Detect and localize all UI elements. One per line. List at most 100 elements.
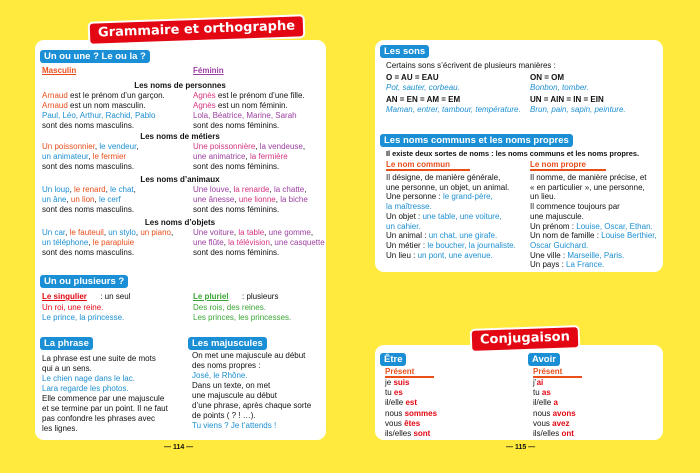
label-note: : plusieurs xyxy=(242,292,279,301)
text-run: Un poissonnier xyxy=(42,142,95,151)
text-run: la vendeuse xyxy=(259,142,303,151)
text-run: êtes xyxy=(404,418,421,428)
text-line: pas confondre les phrases avec xyxy=(42,414,155,423)
text-run: un téléphone xyxy=(42,238,89,247)
text-run: Arnaud xyxy=(42,101,68,110)
verb-heading: Avoir xyxy=(528,353,560,366)
text-line: Lola, Béatrice, Marine, Sarah xyxy=(193,111,297,121)
text-line: Une ville : Marseille, Paris. xyxy=(530,251,624,261)
text-line: Un pays : La France. xyxy=(530,260,604,270)
text-run: , xyxy=(269,238,275,247)
example: Pot, sauter, corbeau. xyxy=(386,83,460,92)
text-run: un animateur xyxy=(42,152,89,161)
text-line: nous avons xyxy=(533,409,576,419)
label: Le singulier xyxy=(42,292,87,301)
text-run: , xyxy=(135,228,141,237)
text-run: Un car xyxy=(42,228,66,237)
text-line: et se termine par un point. Il ne faut xyxy=(42,404,168,413)
text-run: ils/elles xyxy=(533,429,562,438)
text-run: Les princes, les princesses. xyxy=(193,313,292,322)
text-line: ils/elles sont xyxy=(385,429,430,439)
text-run: le cerf xyxy=(98,195,121,204)
text-line: Dans un texte, on met xyxy=(192,381,271,390)
text-run: ont xyxy=(561,429,574,438)
text-run: a xyxy=(553,398,558,408)
text-run: Des rois, des reines. xyxy=(193,303,266,312)
intro: Il existe deux sortes de noms : les noms… xyxy=(386,149,640,158)
text-line: Une personne : le grand-père, xyxy=(386,192,493,202)
text-run: la chatte xyxy=(273,185,305,194)
text-run: le fauteuil xyxy=(69,228,104,237)
text-run: la télévision xyxy=(228,238,270,247)
text-line: sont des noms féminins. xyxy=(193,162,280,171)
group-title: Les noms de métiers xyxy=(140,132,220,141)
text-line: qui a un sens. xyxy=(42,364,92,373)
text-line: il/elle est xyxy=(385,398,417,408)
text-line: une flûte, la télévision, une casquette xyxy=(193,238,325,248)
text-line: de points ( ? ! …). xyxy=(192,411,256,420)
text-run: Lola, Béatrice, Marine, Sarah xyxy=(193,111,297,120)
example: Maman, entrer, tambour, température. xyxy=(386,105,521,114)
text-run: Arnaud xyxy=(42,91,68,100)
text-line: un lieu. xyxy=(530,192,556,202)
text-line: d’une phrase, après chaque sorte xyxy=(192,401,312,410)
text-run: Un pays : xyxy=(530,260,567,270)
text-run: une animatrice xyxy=(193,152,246,161)
text-run: Une poissonnière xyxy=(193,142,256,151)
text-line: Les princes, les princesses. xyxy=(193,313,291,323)
text-run: le grand-père, xyxy=(442,192,493,202)
page-number: — 114 — xyxy=(164,444,194,451)
text-run: nous xyxy=(385,408,405,418)
text-line: Lara regarde les photos. xyxy=(42,384,129,394)
text-run: le fermier xyxy=(92,152,127,161)
text-run: José, le Rhône. xyxy=(192,371,248,380)
text-run: , xyxy=(245,152,250,161)
text-run: tu xyxy=(385,388,394,398)
label-note: : un seul xyxy=(100,292,131,301)
text-line: un âne, un lion, le cerf xyxy=(42,195,121,205)
group-title: Les noms d’objets xyxy=(144,218,216,227)
text-line: José, le Rhône. xyxy=(192,371,248,381)
text-run: un stylo xyxy=(108,228,136,237)
text-run: Un nom de famille : xyxy=(530,231,602,241)
text-run: Lara regarde les photos. xyxy=(42,384,129,393)
text-line: Un poissonnier, le vendeur, xyxy=(42,142,139,152)
tense: Présent xyxy=(385,367,435,378)
text-run: Louise, Oscar, Ethan. xyxy=(576,221,653,231)
text-run: , xyxy=(66,195,71,204)
text-line: Il désigne, de manière générale, xyxy=(386,173,501,182)
formula: AN = EN = AM = EM xyxy=(386,95,461,104)
text-run: la table xyxy=(238,228,265,237)
text-run: avons xyxy=(552,408,576,418)
text-run: est le prénom d’un garçon. xyxy=(67,91,165,100)
text-line: sont des noms féminins. xyxy=(193,205,280,214)
text-line: Arnaud est le prénom d’un garçon. xyxy=(42,91,165,101)
text-run: la biche xyxy=(280,195,308,204)
text-run: Un métier : xyxy=(386,240,428,250)
text-line: Un nom de famille : Louise Berthier, xyxy=(530,231,657,241)
text-line: Le prince, la princesse. xyxy=(42,313,124,323)
text-run: une ânesse xyxy=(193,195,235,204)
text-line: Un objet : une table, une voiture, xyxy=(386,212,502,222)
text-line: une personne, un objet, un animal. xyxy=(386,182,510,192)
text-run: une lionne xyxy=(238,195,276,204)
text-run: Un prénom : xyxy=(530,221,577,231)
text-run: est xyxy=(405,398,418,408)
text-line: la maîtresse. xyxy=(386,202,432,212)
text-line: Arnaud est un nom masculin. xyxy=(42,101,146,111)
text-line: un animateur, le fermier xyxy=(42,152,126,162)
text-run: ai xyxy=(536,378,544,387)
text-run: le parapluie xyxy=(92,238,135,247)
text-run: , xyxy=(88,152,93,161)
text-line: Tu viens ? Je t’attends ! xyxy=(192,421,276,431)
text-run: la fermière xyxy=(249,152,288,161)
text-run: une flûte xyxy=(193,238,224,247)
text-line: sont des noms féminins. xyxy=(193,121,280,130)
text-run: Une voiture xyxy=(193,228,234,237)
text-run: sommes xyxy=(404,408,438,418)
text-line: sont des noms masculins. xyxy=(42,205,135,214)
text-run: ils/elles xyxy=(385,429,414,438)
formula: O = AU = EAU xyxy=(386,73,439,82)
text-run: es xyxy=(393,388,403,398)
